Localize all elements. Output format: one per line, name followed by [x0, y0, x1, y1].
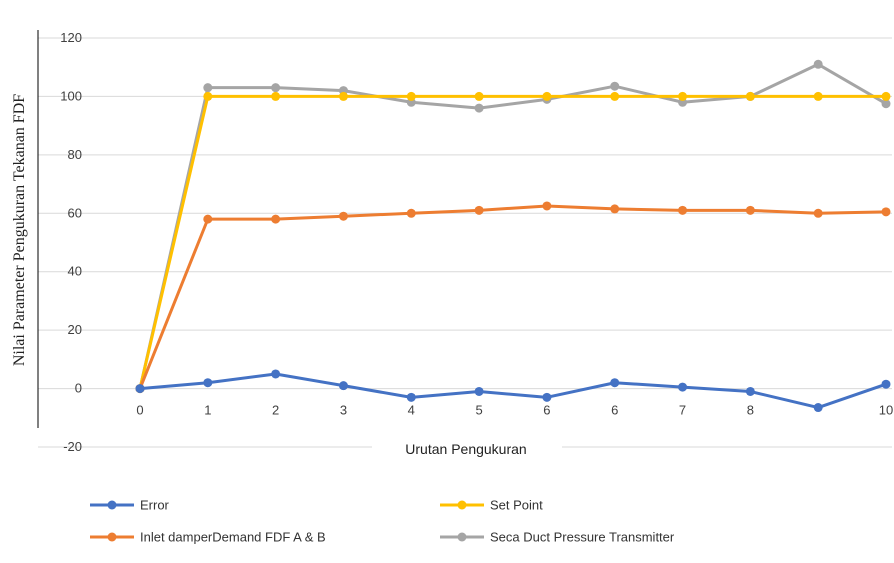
data-point-set-point	[406, 91, 416, 101]
legend-label-error: Error	[140, 498, 170, 513]
x-tick-label: 1	[204, 403, 211, 418]
data-point-error	[542, 392, 552, 402]
legend-marker-error	[107, 500, 117, 510]
x-tick-label: 5	[475, 403, 482, 418]
data-point-error	[338, 381, 348, 391]
data-point-seca-duct-pressure-transmitter	[813, 59, 823, 69]
x-tick-label: 6	[543, 403, 550, 418]
x-axis-title: Urutan Pengukuran	[405, 441, 526, 457]
legend-label-seca-duct-pressure-transmitter: Seca Duct Pressure Transmitter	[490, 530, 675, 545]
data-point-set-point	[271, 91, 281, 101]
legend: Error Set Point Inlet damperDemand FDF A &…	[90, 498, 675, 545]
data-point-set-point	[610, 91, 620, 101]
data-point-inlet-damperdemand-fdf-a-b	[474, 205, 484, 215]
y-tick-labels: -20 0 20 40 60 80 100 120	[60, 30, 82, 454]
series-lines	[135, 59, 891, 413]
y-tick-label: -20	[63, 439, 82, 454]
y-tick-label: 120	[60, 30, 82, 45]
legend-label-set-point: Set Point	[490, 498, 543, 513]
x-tick-label: 4	[408, 403, 415, 418]
data-point-error	[745, 386, 755, 396]
data-point-set-point	[338, 91, 348, 101]
x-tick-label: 8	[747, 403, 754, 418]
data-point-set-point	[474, 91, 484, 101]
data-point-seca-duct-pressure-transmitter	[881, 99, 891, 109]
y-tick-label: 40	[68, 264, 82, 279]
data-point-error	[203, 378, 213, 388]
data-point-inlet-damperdemand-fdf-a-b	[338, 211, 348, 221]
data-point-inlet-damperdemand-fdf-a-b	[678, 205, 688, 215]
y-tick-label: 20	[68, 322, 82, 337]
x-tick-label: 0	[136, 403, 143, 418]
data-point-error	[610, 378, 620, 388]
data-point-set-point	[203, 91, 213, 101]
data-point-seca-duct-pressure-transmitter	[271, 83, 281, 93]
data-point-set-point	[745, 91, 755, 101]
data-point-inlet-damperdemand-fdf-a-b	[610, 204, 620, 214]
data-point-set-point	[881, 91, 891, 101]
data-point-inlet-damperdemand-fdf-a-b	[203, 214, 213, 224]
y-tick-label: 60	[68, 205, 82, 220]
data-point-inlet-damperdemand-fdf-a-b	[813, 208, 823, 218]
series-line-set-point	[138, 94, 886, 389]
y-tick-label: 0	[75, 381, 82, 396]
x-tick-label: 7	[679, 403, 686, 418]
data-point-set-point	[678, 91, 688, 101]
data-point-inlet-damperdemand-fdf-a-b	[271, 214, 281, 224]
x-tick-label: 3	[340, 403, 347, 418]
data-point-set-point	[542, 91, 552, 101]
data-point-error	[406, 392, 416, 402]
series-line-inlet-damperdemand-fdf-a-b	[138, 204, 887, 390]
x-axis-title-bg	[372, 437, 562, 461]
data-point-error	[813, 403, 823, 413]
data-point-seca-duct-pressure-transmitter	[474, 103, 484, 113]
data-point-inlet-damperdemand-fdf-a-b	[406, 208, 416, 218]
x-tick-label: 6	[611, 403, 618, 418]
y-axis-title: Nilai Parameter Pengukuran Tekanan FDF	[11, 94, 28, 366]
x-tick-label: 10	[879, 403, 893, 418]
data-point-error	[135, 384, 145, 394]
legend-marker-inlet-damperdemand-fdf-a-b	[107, 532, 117, 542]
legend-marker-set-point	[457, 500, 467, 510]
data-point-seca-duct-pressure-transmitter	[610, 81, 620, 91]
data-point-set-point	[813, 91, 823, 101]
data-point-seca-duct-pressure-transmitter	[203, 83, 213, 93]
data-point-error	[678, 382, 688, 392]
y-tick-label: 100	[60, 88, 82, 103]
data-point-inlet-damperdemand-fdf-a-b	[881, 207, 891, 217]
data-point-error	[474, 386, 484, 396]
data-point-error	[271, 369, 281, 379]
x-tick-labels: 0 1 2 3 4 5 6 6 7 8 10	[136, 403, 893, 418]
data-point-error	[881, 379, 891, 389]
y-tick-label: 80	[68, 147, 82, 162]
x-tick-label: 2	[272, 403, 279, 418]
legend-label-inlet-damperdemand-fdf-a-b: Inlet damperDemand FDF A & B	[140, 530, 326, 545]
series-line-seca-duct-pressure-transmitter	[138, 62, 887, 389]
series-line-error	[139, 372, 887, 410]
legend-marker-seca-duct-pressure-transmitter	[457, 532, 467, 542]
data-point-inlet-damperdemand-fdf-a-b	[542, 201, 552, 211]
data-point-inlet-damperdemand-fdf-a-b	[745, 205, 755, 215]
